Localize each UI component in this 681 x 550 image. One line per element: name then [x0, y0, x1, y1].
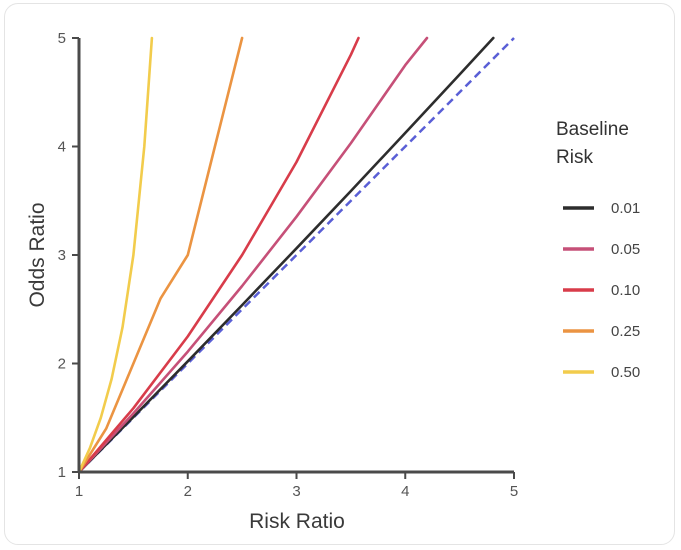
y-tick-label: 1	[58, 464, 66, 481]
legend-title-line-2: Risk	[556, 147, 593, 168]
y-tick-label: 2	[58, 356, 66, 373]
y-tick-label: 4	[58, 139, 66, 156]
legend-item: 0.05	[563, 241, 640, 258]
series-line-0-50	[77, 36, 154, 474]
x-tick-label: 3	[292, 483, 300, 500]
legend-items: 0.01 0.05 0.10 0.25 0.50	[563, 200, 640, 381]
y-tick-label: 3	[58, 247, 66, 264]
reference-layer	[78, 37, 515, 473]
x-tick-label: 4	[401, 483, 409, 500]
legend: Baseline Risk 0.01 0.05 0.10 0.25 0.50	[556, 119, 640, 381]
series-line-0-05	[77, 36, 429, 474]
legend-item: 0.10	[563, 282, 640, 299]
series-layer	[77, 36, 495, 474]
chart-card	[4, 3, 675, 545]
reference-dashed-line	[78, 37, 515, 473]
legend-item: 0.50	[563, 364, 640, 381]
legend-item: 0.25	[563, 323, 640, 340]
series-line-0-25	[77, 36, 244, 474]
x-tick-label: 2	[184, 483, 192, 500]
legend-label: 0.25	[611, 323, 640, 340]
x-axis-title: Risk Ratio	[249, 510, 345, 533]
series-line-0-10	[77, 36, 360, 474]
x-tick-label: 5	[510, 483, 518, 500]
y-tick-label: 5	[58, 30, 66, 47]
legend-item: 0.01	[563, 200, 640, 217]
legend-title-line-1: Baseline	[556, 119, 629, 140]
legend-label: 0.05	[611, 241, 640, 258]
y-axis-title: Odds Ratio	[26, 202, 49, 307]
ticks-layer: 1 2 3 4 5 1 2 3 4 5	[58, 30, 519, 500]
legend-label: 0.50	[611, 364, 640, 381]
x-tick-label: 1	[75, 483, 83, 500]
legend-label: 0.01	[611, 200, 640, 217]
series-line-0-01	[77, 36, 495, 474]
legend-label: 0.10	[611, 282, 640, 299]
